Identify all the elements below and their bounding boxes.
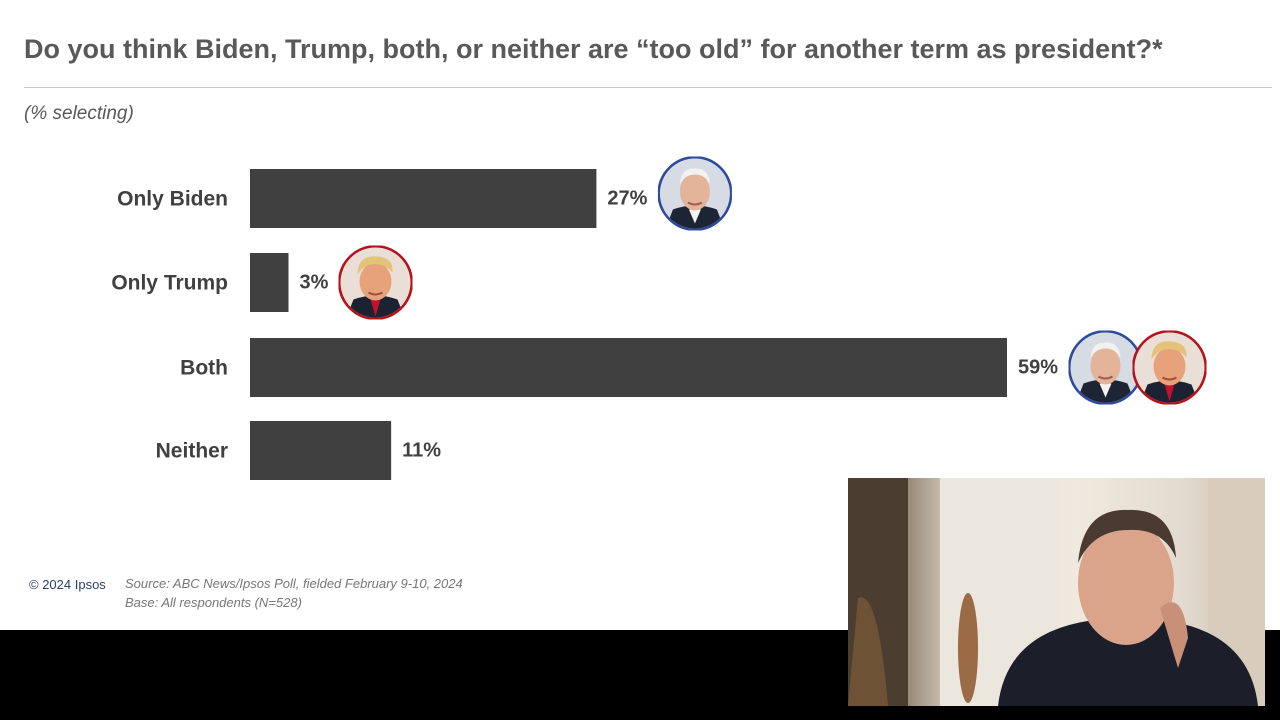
chart-subtitle: (% selecting) xyxy=(24,103,134,124)
value-label: 27% xyxy=(607,188,647,210)
category-label: Only Trump xyxy=(111,272,228,295)
bars-group: Only Biden 27% Only Trump 3% Both 59% Neither 1… xyxy=(111,157,1207,480)
presenter-webcam-feed xyxy=(848,478,1265,706)
ipsos-copyright: © 2024 Ipsos xyxy=(29,577,106,592)
base-line: Base: All respondents (N=528) xyxy=(125,595,302,610)
trump-portrait-icon xyxy=(1133,331,1207,405)
category-label: Neither xyxy=(156,440,228,463)
value-label: 59% xyxy=(1018,357,1058,379)
trump-portrait-icon xyxy=(338,246,412,320)
source-note: Source: ABC News/Ipsos Poll, fielded Feb… xyxy=(125,574,463,612)
value-label: 3% xyxy=(299,272,328,294)
bar-chart: Only Biden 27% Only Trump 3% Both 59% Neither 1… xyxy=(111,130,1280,480)
source-line: Source: ABC News/Ipsos Poll, fielded Feb… xyxy=(125,576,463,591)
webcam-scene xyxy=(848,478,1265,706)
value-label: 11% xyxy=(402,440,441,462)
title-divider xyxy=(24,87,1272,88)
slide: Do you think Biden, Trump, both, or neit… xyxy=(0,0,1280,630)
biden-portrait-icon xyxy=(658,157,732,231)
bar-only-trump xyxy=(250,253,289,312)
bar-only-biden xyxy=(250,169,597,228)
bar-neither xyxy=(250,421,392,480)
bar-both xyxy=(250,338,1007,397)
chart-title: Do you think Biden, Trump, both, or neit… xyxy=(24,34,1163,64)
category-label: Both xyxy=(180,357,228,380)
category-label: Only Biden xyxy=(117,188,228,211)
biden-portrait-icon xyxy=(1069,331,1143,405)
